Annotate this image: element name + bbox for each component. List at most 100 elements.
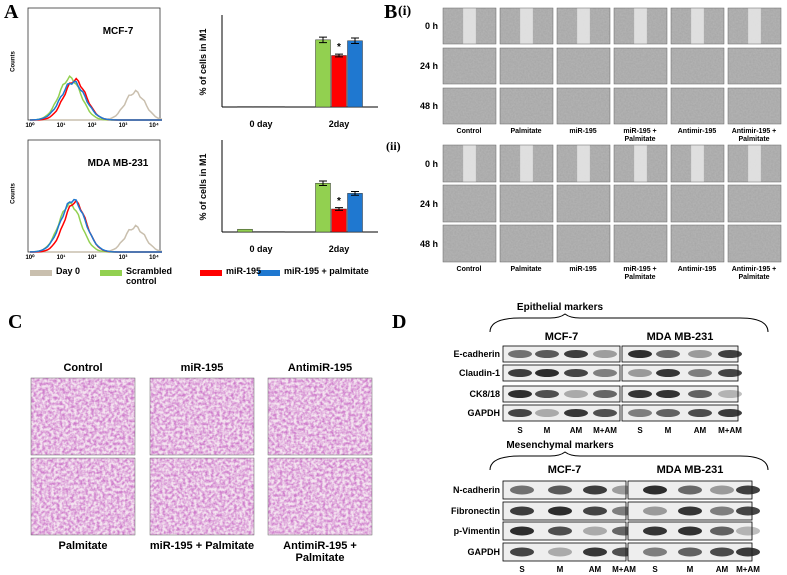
column-label: miR-195: [569, 128, 597, 135]
annotation: *: [337, 42, 341, 54]
group-label: MCF-7: [544, 331, 579, 343]
blot-box: [502, 404, 621, 422]
scratch: [577, 145, 590, 182]
image-frame: [727, 224, 782, 263]
band: [718, 369, 742, 377]
panel-label: B: [384, 1, 398, 23]
band: [710, 506, 734, 516]
band: [678, 485, 702, 495]
image: [443, 225, 496, 262]
histogram-tick: 10²: [87, 255, 97, 261]
band: [643, 485, 667, 495]
band: [535, 350, 559, 358]
lane-label: M+AM: [718, 426, 742, 435]
x-tick-label: 0 day: [249, 119, 273, 129]
image-frame: [30, 377, 136, 456]
image-frame: [613, 47, 668, 85]
blot-box: [502, 364, 621, 382]
histogram-curve: [30, 224, 163, 253]
lane-label: M: [543, 426, 551, 435]
bar: [347, 193, 363, 233]
image-frame: [442, 47, 497, 85]
band: [583, 547, 607, 557]
lane-label: AM: [588, 565, 602, 574]
histogram-tick: 10⁴: [149, 255, 159, 261]
band: [736, 526, 760, 536]
lane-label: M+AM: [736, 565, 760, 574]
band: [583, 526, 607, 536]
band: [718, 409, 742, 417]
band: [628, 350, 652, 358]
band: [628, 409, 652, 417]
image: [268, 378, 372, 455]
column-label: AntimiR-195 + Palmitate: [283, 540, 357, 564]
image-frame: [556, 7, 611, 45]
image: [557, 225, 610, 262]
scratch: [520, 8, 533, 44]
image-frame: [442, 224, 497, 263]
band: [710, 526, 734, 536]
band: [548, 547, 572, 557]
band: [510, 547, 534, 557]
lane-label: M: [664, 426, 672, 435]
lane-label: M: [686, 565, 694, 574]
brace: [489, 451, 769, 471]
band: [656, 350, 680, 358]
column-label: miR-195 + Palmitate: [623, 128, 657, 143]
image: [614, 185, 667, 222]
row-label: p-Vimentin: [453, 526, 500, 536]
image: [728, 88, 781, 124]
lane-label: S: [652, 565, 658, 574]
lane-label: M+AM: [612, 565, 636, 574]
band: [656, 409, 680, 417]
image: [500, 185, 553, 222]
row-label: Fibronectin: [451, 506, 500, 516]
image-frame: [499, 224, 554, 263]
histogram-tick: 10¹: [56, 255, 66, 261]
bar: [315, 39, 331, 108]
column-label: miR-195 + Palmitate: [623, 266, 657, 281]
band: [688, 350, 712, 358]
legend-label: Scrambled control: [126, 266, 173, 286]
column-label: miR-195 + Palmitate: [149, 540, 255, 552]
panel-label: A: [4, 1, 19, 23]
lane-label: AM: [693, 426, 707, 435]
band: [628, 390, 652, 398]
band: [508, 350, 532, 358]
band: [643, 506, 667, 516]
histogram-tick: 10²: [87, 123, 97, 129]
band: [510, 506, 534, 516]
histogram-title: MCF-7: [102, 26, 134, 37]
band: [548, 506, 572, 516]
image-frame: [613, 224, 668, 263]
row-label: CK8/18: [469, 389, 500, 399]
histogram-tick: 10¹: [56, 123, 66, 129]
scratch: [748, 8, 761, 44]
group-label: MDA MB-231: [656, 464, 724, 476]
image-frame: [613, 144, 668, 183]
image-frame: [499, 87, 554, 125]
band: [548, 485, 572, 495]
image-frame: [499, 47, 554, 85]
band: [508, 409, 532, 417]
row-label: E-cadherin: [453, 349, 500, 359]
image: [614, 225, 667, 262]
band: [593, 409, 617, 417]
image: [671, 88, 724, 124]
image: [31, 458, 135, 535]
error-bar: [351, 37, 359, 45]
band: [583, 485, 607, 495]
legend-swatch: [30, 270, 52, 276]
image: [614, 88, 667, 124]
image-frame: [499, 7, 554, 45]
band: [710, 547, 734, 557]
column-label: Antimir-195: [677, 266, 717, 273]
band: [628, 369, 652, 377]
lane-label: S: [519, 565, 525, 574]
histogram-curve: [29, 198, 162, 253]
image-frame: [556, 184, 611, 223]
bar: [331, 208, 347, 233]
image: [728, 185, 781, 222]
image: [150, 378, 254, 455]
band: [535, 409, 559, 417]
